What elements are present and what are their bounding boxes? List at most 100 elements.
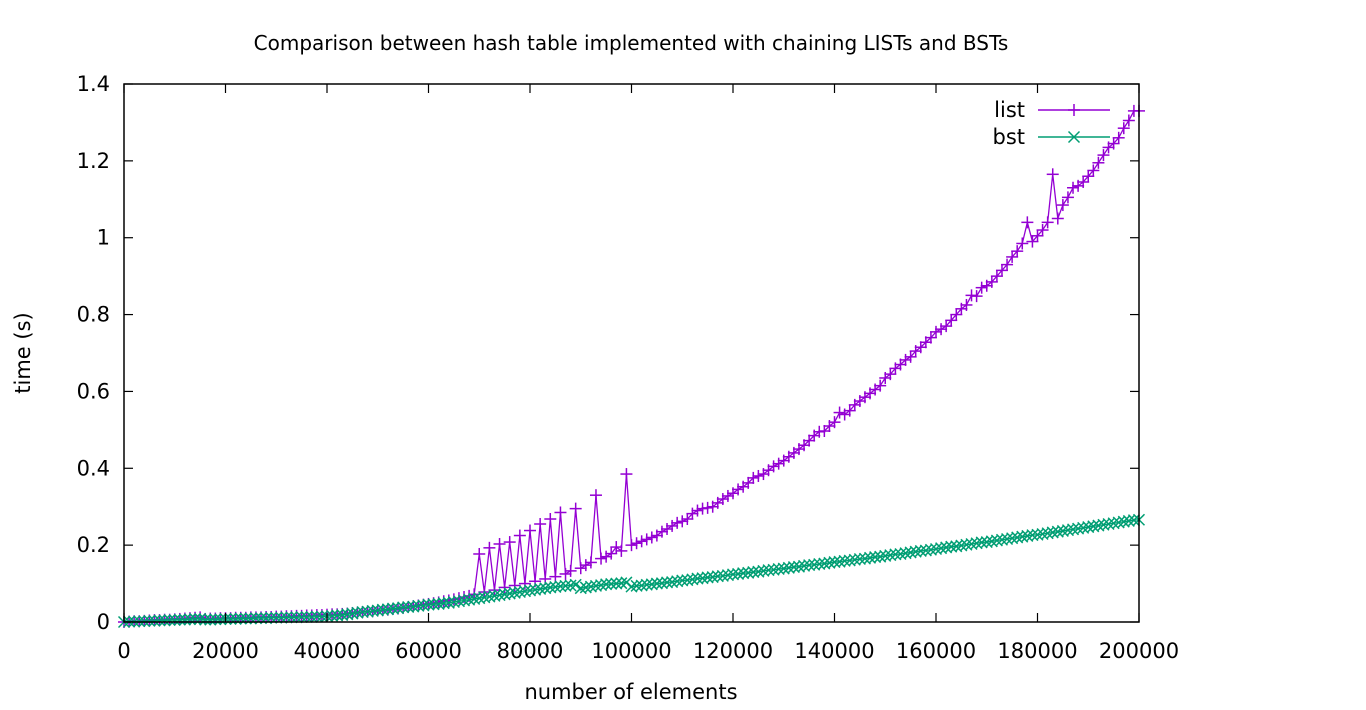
data-point-bst	[513, 585, 526, 599]
data-point-bst	[640, 578, 653, 591]
data-point-bst	[1046, 526, 1059, 539]
data-point-list	[1006, 250, 1019, 263]
data-point-list	[874, 379, 887, 392]
data-point-list	[1082, 170, 1095, 183]
data-point-bst	[209, 613, 222, 626]
data-point-bst	[843, 554, 856, 567]
data-point-bst	[1026, 529, 1039, 542]
data-point-bst	[300, 610, 313, 624]
data-point-bst	[422, 598, 435, 611]
data-point-list	[833, 406, 846, 419]
y-tick-label: 1.4	[77, 72, 110, 96]
x-axis-title: number of elements	[524, 680, 737, 704]
data-point-list	[1026, 235, 1039, 248]
data-point-list	[600, 550, 613, 563]
data-point-bst	[178, 613, 191, 626]
data-point-list	[534, 518, 547, 531]
data-point-bst	[1122, 514, 1135, 527]
data-point-bst	[975, 536, 988, 549]
data-point-list	[945, 314, 958, 327]
data-point-list	[843, 404, 856, 417]
data-point-list	[544, 513, 557, 526]
data-point-list	[584, 556, 597, 569]
data-point-bst	[417, 599, 430, 612]
data-point-bst	[168, 614, 181, 627]
data-point-bst	[488, 589, 501, 602]
data-point-list	[503, 536, 516, 549]
data-point-list	[965, 289, 978, 302]
data-point-list	[1077, 175, 1090, 188]
data-point-bst	[919, 544, 932, 557]
data-point-list	[1061, 191, 1074, 204]
data-point-bst	[970, 537, 983, 550]
data-point-list	[524, 524, 536, 537]
data-point-bst	[874, 550, 887, 563]
data-point-list	[1097, 149, 1110, 162]
series-layer	[117, 104, 1146, 629]
data-point-bst	[1077, 521, 1090, 534]
data-point-bst	[204, 613, 217, 626]
data-point-bst	[838, 554, 851, 567]
data-point-bst	[782, 561, 795, 574]
data-point-bst	[767, 563, 780, 576]
data-point-bst	[635, 579, 648, 592]
data-point-bst	[523, 584, 537, 597]
data-point-bst	[995, 533, 1009, 546]
data-point-list	[473, 547, 486, 560]
data-point-list	[767, 460, 780, 473]
data-point-list	[1112, 131, 1125, 144]
data-point-bst	[889, 548, 902, 561]
x-tick-label: 20000	[192, 639, 259, 663]
data-point-list	[701, 501, 714, 514]
data-point-list	[1107, 137, 1120, 150]
data-point-list	[970, 290, 983, 303]
data-point-list	[742, 476, 755, 489]
data-point-bst	[457, 594, 471, 607]
data-point-bst	[1066, 523, 1080, 536]
data-point-bst	[884, 549, 897, 562]
data-point-list	[569, 502, 582, 515]
data-point-bst	[595, 579, 608, 592]
data-point-bst	[447, 595, 460, 609]
data-point-list	[666, 519, 679, 532]
data-point-list	[595, 552, 608, 565]
y-tick-label: 0.2	[77, 533, 110, 557]
data-point-list	[574, 562, 587, 575]
data-point-bst	[950, 540, 963, 553]
data-point-bst	[503, 587, 516, 600]
data-point-list	[1041, 216, 1054, 229]
data-point-list	[818, 425, 831, 438]
data-point-bst	[331, 609, 344, 622]
data-point-list	[904, 350, 917, 363]
data-point-bst	[386, 602, 400, 615]
data-point-bst	[315, 610, 328, 623]
data-point-list	[579, 559, 592, 572]
data-point-bst	[813, 557, 826, 571]
data-point-list	[1056, 199, 1069, 212]
y-tick-label: 0.4	[77, 456, 110, 480]
data-point-list	[508, 579, 521, 592]
data-point-list	[645, 531, 658, 544]
data-point-list	[564, 564, 577, 577]
data-point-list	[828, 416, 841, 429]
series-list	[118, 104, 1145, 628]
data-point-bst	[960, 538, 973, 551]
data-point-bst	[752, 565, 765, 578]
data-point-bst	[173, 613, 186, 626]
data-point-list	[1001, 258, 1014, 271]
data-point-bst	[914, 544, 927, 557]
data-point-list	[975, 281, 988, 294]
data-point-bst	[310, 610, 323, 623]
data-point-bst	[305, 610, 318, 624]
data-point-list	[620, 468, 633, 481]
y-tick-label: 0.6	[77, 379, 110, 403]
data-point-list	[691, 504, 704, 517]
data-point-bst	[361, 605, 374, 618]
data-point-bst	[183, 613, 197, 626]
data-point-bst	[498, 588, 511, 601]
data-point-bst	[133, 615, 146, 628]
data-point-bst	[833, 555, 846, 568]
data-point-list	[752, 469, 765, 482]
data-point-bst	[508, 586, 521, 599]
data-point-bst	[564, 579, 577, 592]
